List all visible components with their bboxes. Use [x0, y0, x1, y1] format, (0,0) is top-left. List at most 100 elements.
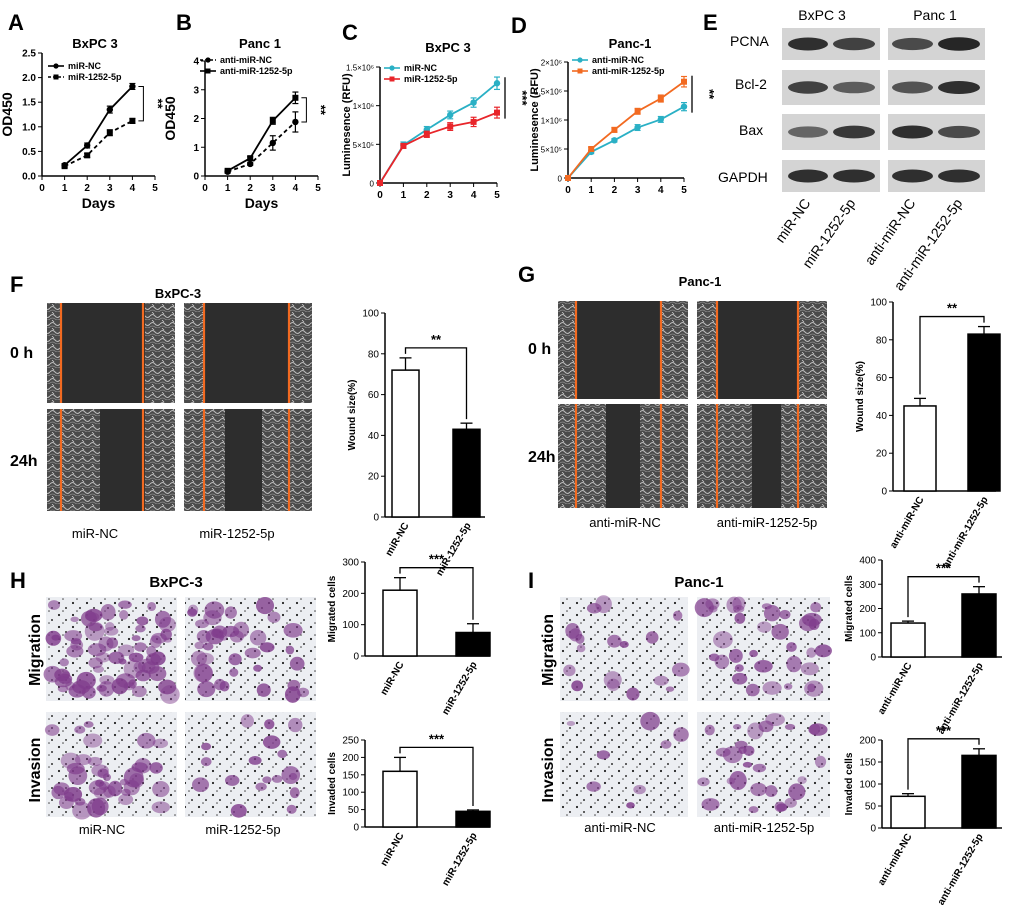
legend-label-B: anti-miR-1252-5p: [220, 66, 293, 76]
transwell-i-nc-mig-cell: [645, 631, 659, 644]
transwell-i-anti-mig-cell: [732, 672, 748, 685]
wb-band-Bcl-2-3: [938, 80, 980, 95]
transwell-h-nc-mig-cell: [106, 637, 119, 649]
transwell-h-mir-mig-cell: [212, 625, 228, 639]
bar-I-mig-1: [961, 593, 997, 658]
transwell-h-mir-inv-cell: [286, 804, 297, 814]
transwell-i-title: Panc-1: [674, 574, 723, 591]
significance-label-I-mig: ***: [936, 561, 952, 576]
bar-I-inv-0: [890, 795, 926, 829]
transwell-i-anti-mig-cell: [779, 609, 791, 620]
transwell-h-nc-mig-cell: [88, 622, 103, 632]
y-tick-label-D: 1×10⁶: [541, 117, 562, 126]
transwell-h-nc-inv-cell: [137, 732, 156, 749]
x-tick-label-B: 4: [293, 183, 299, 194]
wb-band-PCNA-1: [833, 37, 875, 51]
panel-letter-h: H: [10, 568, 26, 593]
transwell-h-mir-inv-cell: [288, 717, 303, 733]
transwell-i-anti-mig-cell: [814, 644, 832, 658]
y-tick-label-C: 0: [370, 180, 375, 189]
wound-f-mir-0h-wound-gap: [204, 303, 289, 403]
transwell-h-mir-inv-cell: [288, 772, 298, 781]
transwell-h-mir-inv-cell: [271, 774, 283, 783]
transwell-h-nc-mig-cell: [136, 616, 149, 626]
legend-marker-C: [389, 65, 395, 71]
x-tick-label-B: 0: [202, 183, 208, 194]
transwell-h-nc-mig-cell: [104, 626, 119, 636]
transwell-h-nc-mig-cell: [111, 678, 129, 695]
transwell-h-mir-mig-cell: [219, 681, 230, 692]
y-axis-label-G: Wound size(%): [855, 361, 866, 432]
chart-f-wound-size-bxpc3: 0 20 40 60 80 100 Wound size(%) miR-NC miR-1252-…: [347, 309, 485, 578]
transwell-h-nc-mig-cell: [150, 651, 166, 666]
data-point-D: [611, 126, 618, 133]
x-tick-label-D: 3: [635, 185, 641, 196]
data-point-D: [634, 124, 641, 131]
transwell-h-nc-mig-cell: [118, 644, 135, 657]
transwell-h-mir-mig-cell: [256, 683, 271, 697]
bar-G-0: [903, 405, 937, 492]
x-axis-label-B: Days: [245, 195, 279, 211]
data-point-C: [400, 142, 407, 149]
transwell-i-anti-inv-cell: [814, 755, 827, 768]
wb-band-GAPDH-0: [788, 169, 828, 183]
significance-bracket-G: [919, 315, 985, 395]
significance-bracket-I-inv: [907, 738, 980, 790]
transwell-i-nc-mig-cell: [606, 678, 620, 692]
transwell-h-mir-mig-cell: [289, 656, 305, 671]
significance-label-H-mig: ***: [429, 552, 445, 567]
transwell-h-mir-mig-cell: [187, 608, 198, 617]
panel-letter-b: B: [176, 10, 192, 35]
transwell-h-nc-inv-cell: [44, 724, 60, 736]
transwell-i-anti-mig-cell: [810, 602, 822, 613]
wound-g-nc-0h-wound-gap: [577, 301, 661, 399]
data-point-D: [657, 95, 664, 102]
y-tick-label-A: 2.5: [22, 49, 36, 60]
transwell-h-mir-mig-cell: [285, 645, 295, 655]
wound-f-nc-24h-wound-gap: [100, 409, 145, 511]
data-point-D: [680, 103, 688, 110]
wb-band-PCNA-2: [892, 37, 933, 51]
transwell-h-mir-mig-cell: [233, 621, 250, 639]
transwell-h-nc-mig-cell: [43, 665, 62, 683]
x-tick-label-D: 0: [565, 185, 571, 196]
transwell-h-nc-mig-cell: [93, 665, 105, 673]
transwell-h-nc-inv-cell: [74, 797, 86, 806]
x-tick-label-B: 3: [270, 183, 276, 194]
transwell-i-nc-mig-cell: [626, 687, 640, 701]
transwell-i-anti-mig-cell: [728, 648, 743, 663]
transwell-i-nc-inv-cell: [640, 711, 660, 731]
transwell-h-nc-mig-cell: [100, 603, 116, 621]
legend-label-C: miR-1252-5p: [404, 74, 458, 84]
transwell-bxpc3: BxPC-3 Migration Invasion miR-NC miR-125…: [27, 574, 316, 837]
data-point-D: [634, 108, 641, 115]
y-tick-label-H-mig: 300: [342, 558, 359, 569]
transwell-h-nc-mig-cell: [131, 635, 141, 642]
panel-letter-d: D: [511, 13, 527, 38]
data-point-B: [269, 139, 276, 147]
x-tick-label-A: 0: [39, 183, 45, 194]
panel-letter-c: C: [342, 20, 358, 45]
series-line-D-0: [567, 105, 685, 179]
x-tick-label-C: 4: [471, 190, 477, 201]
transwell-h-nc-mig-cell: [57, 673, 73, 684]
significance-label-B: **: [313, 105, 328, 116]
transwell-i-anti-inv-cell: [697, 777, 710, 787]
category-label-I-inv-0: anti-miR-NC: [876, 832, 914, 888]
transwell-h-nc-mig-cell: [70, 616, 79, 623]
transwell-h-nc-mig-cell: [160, 628, 172, 641]
y-tick-label-H-inv: 150: [342, 770, 359, 781]
y-tick-label-G: 40: [876, 411, 888, 422]
data-point-A: [84, 152, 91, 159]
y-tick-label-I-inv: 150: [859, 758, 876, 769]
transwell-h-mir-mig-cell: [283, 622, 303, 638]
x-axis-label-A: Days: [82, 195, 116, 211]
transwell-h-nc-mig-cell: [128, 679, 137, 689]
transwell-h-nc-mig-cell: [134, 642, 147, 652]
category-label-H-mig-1: miR-1252-5p: [440, 660, 479, 717]
wb-protein-gapdh: GAPDH: [718, 169, 768, 185]
transwell-i-nc-mig-cell: [653, 675, 669, 686]
transwell-h-mir-mig-cell: [197, 680, 216, 698]
wound-g-nc-24h-wound-gap: [606, 404, 640, 508]
wb-band-Bax-3: [938, 125, 980, 139]
